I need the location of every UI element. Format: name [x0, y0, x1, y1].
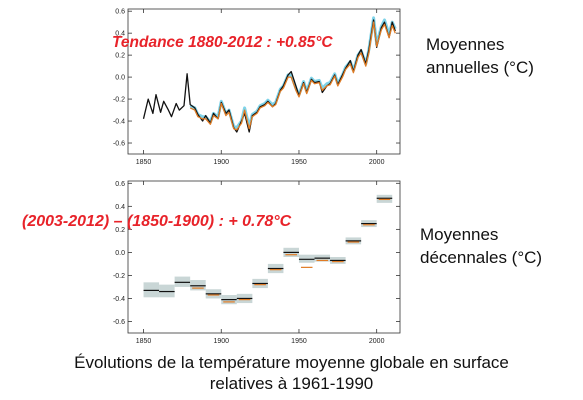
- annual-means-label: Moyennes annuelles (°C): [426, 33, 576, 79]
- series-line-orange: [189, 21, 396, 131]
- y-tick-label: 0.0: [115, 250, 125, 257]
- y-tick-label: -0.4: [113, 296, 125, 303]
- annual-means-label-line1: Moyennes: [426, 35, 505, 54]
- y-tick-label: 0.2: [115, 227, 125, 234]
- x-tick-label: 1950: [291, 338, 307, 345]
- y-tick-label: -0.6: [113, 319, 125, 326]
- y-tick-label: 0.2: [115, 53, 125, 60]
- x-tick-label: 1900: [213, 338, 229, 345]
- annual-means-label-line2: annuelles (°C): [426, 58, 534, 77]
- plot-frame: [127, 8, 401, 155]
- y-tick-label: -0.2: [113, 97, 125, 104]
- decadal-means-label: Moyennes décennales (°C): [420, 223, 580, 269]
- x-tick-label: 1900: [213, 159, 229, 166]
- annual-trend-annotation: Tendance 1880-2012 : +0.85°C: [112, 34, 333, 51]
- y-tick-label: -0.4: [113, 119, 125, 126]
- x-tick-label: 1850: [136, 159, 152, 166]
- decadal-means-label-line1: Moyennes: [420, 225, 499, 244]
- caption-line2: relatives à 1961-1990: [209, 374, 374, 393]
- x-tick-label: 1950: [291, 159, 307, 166]
- figure-caption: Évolutions de la température moyenne glo…: [0, 352, 583, 394]
- y-tick-label: 0.4: [115, 31, 125, 38]
- x-tick-label: 1850: [136, 338, 152, 345]
- y-tick-label: -0.6: [113, 141, 125, 148]
- caption-line1: Évolutions de la température moyenne glo…: [74, 353, 509, 372]
- decadal-means-panel: -0.6 -0.4 -0.2 0.0 0.2 0.4 0.6 1850 1900 1950 2000: [113, 180, 401, 345]
- x-tick-label: 2000: [369, 338, 385, 345]
- annual-means-panel: -0.6 -0.4 -0.2 0.0 0.2 0.4 0.6 1850 1900 1950 2000: [113, 8, 401, 166]
- y-tick-label: 0.6: [115, 181, 125, 188]
- y-tick-label: 0.0: [115, 75, 125, 82]
- y-tick-label: -0.2: [113, 273, 125, 280]
- decadal-means-label-line2: décennales (°C): [420, 248, 543, 267]
- plot-frame: [127, 180, 401, 334]
- y-tick-label: 0.4: [115, 204, 125, 211]
- y-tick-label: 0.6: [115, 9, 125, 16]
- decadal-difference-annotation: (2003-2012) – (1850-1900) : + 0.78°C: [22, 213, 292, 230]
- x-tick-label: 2000: [369, 159, 385, 166]
